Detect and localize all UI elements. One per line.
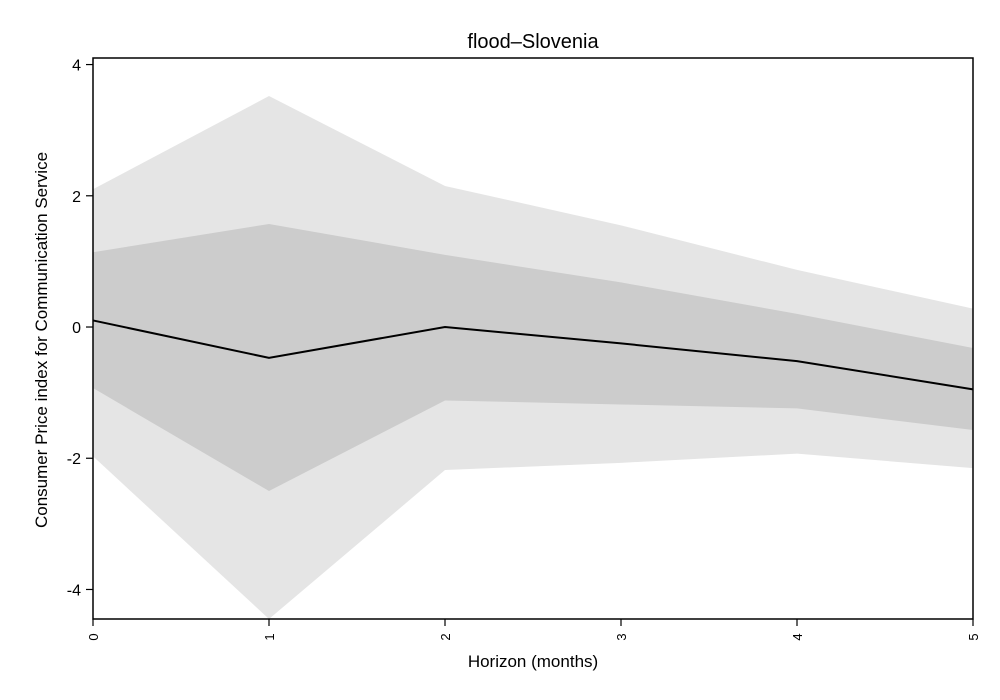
y-tick-label: 4 (72, 58, 81, 75)
x-tick-label: 0 (86, 633, 101, 640)
confidence-bands (93, 96, 973, 619)
y-tick-label: -4 (67, 582, 81, 599)
y-tick-label: -2 (67, 451, 81, 468)
x-tick-label: 5 (966, 633, 981, 640)
x-tick-label: 1 (262, 633, 277, 640)
inner-confidence-band (93, 224, 973, 492)
y-tick-label: 2 (72, 189, 81, 206)
x-axis-label: Horizon (months) (468, 652, 598, 671)
x-tick-label: 2 (438, 633, 453, 640)
y-axis: -4 -2 0 2 4 (67, 58, 93, 599)
x-tick-label: 4 (790, 633, 805, 640)
y-axis-label: Consumer Price index for Communication S… (32, 152, 51, 528)
chart-title: flood–Slovenia (467, 31, 599, 53)
point-estimate-line (92, 319, 974, 391)
impulse-response (92, 319, 974, 391)
plot-frame (92, 57, 974, 620)
x-axis: 0 1 2 3 4 5 (86, 619, 981, 641)
x-tick-label: 3 (614, 633, 629, 640)
y-tick-label: 0 (72, 320, 81, 337)
